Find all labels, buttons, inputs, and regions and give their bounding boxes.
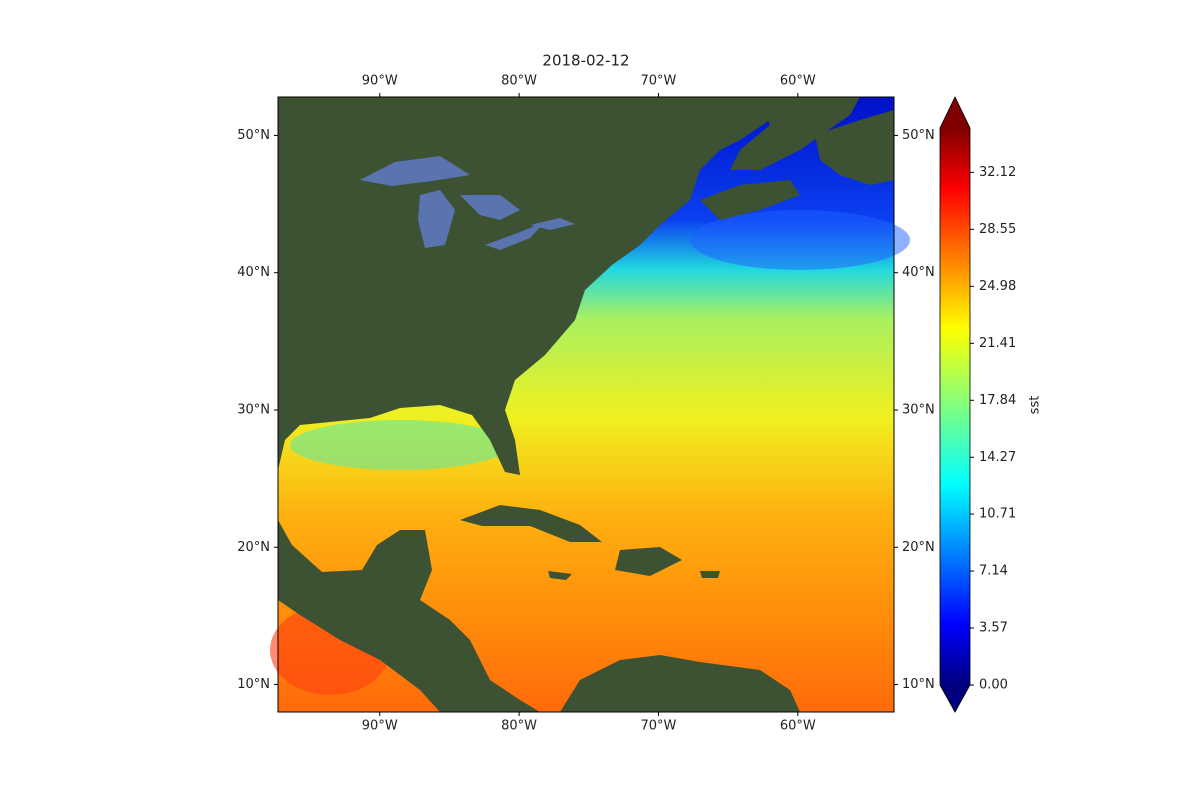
y-tick-label: 10°N: [237, 677, 270, 692]
x-tick-label: 60°W: [780, 719, 816, 734]
x-tick-label: 70°W: [641, 719, 677, 734]
x-tick-label: 70°W: [641, 74, 677, 89]
colorbar-tick-label: 7.14: [979, 564, 1008, 579]
lake: [460, 195, 520, 220]
colorbar-tick-label: 24.98: [979, 279, 1016, 294]
x-tick-label: 90°W: [362, 719, 398, 734]
x-tick-label: 80°W: [501, 719, 537, 734]
colorbar-label: sst: [1028, 396, 1043, 415]
colorbar-tick-label: 14.27: [979, 450, 1016, 465]
x-tick-label: 90°W: [362, 74, 398, 89]
colorbar-extend-min: [940, 685, 970, 712]
y-tick-label: 30°N: [902, 402, 935, 417]
lake: [530, 218, 575, 230]
land: [278, 97, 770, 475]
y-tick-label: 10°N: [902, 677, 935, 692]
lake: [485, 222, 545, 250]
x-tick-label: 60°W: [780, 74, 816, 89]
land: [560, 655, 800, 712]
lake: [360, 156, 470, 186]
map-frame: [277, 96, 895, 713]
cool-water: [290, 420, 510, 470]
y-tick-label: 20°N: [902, 540, 935, 555]
land: [700, 571, 720, 578]
land: [278, 520, 540, 712]
land: [730, 97, 860, 170]
colorbar-tick-label: 28.55: [979, 222, 1016, 237]
colorbar-scale: [940, 128, 970, 685]
colorbar-tick-label: 32.12: [979, 165, 1016, 180]
chart-title: 2018-02-12: [542, 52, 629, 70]
land: [615, 547, 682, 576]
y-tick-label: 40°N: [237, 265, 270, 280]
land: [815, 110, 894, 185]
y-tick-label: 30°N: [237, 402, 270, 417]
colorbar: sst: [939, 96, 1043, 713]
colorbar-tick-label: 0.00: [979, 678, 1008, 693]
colorbar-tick-label: 21.41: [979, 336, 1016, 351]
x-tick-label: 80°W: [501, 74, 537, 89]
y-tick-label: 40°N: [902, 265, 935, 280]
colorbar-tick-label: 17.84: [979, 393, 1016, 408]
cool-water: [690, 210, 910, 270]
land: [700, 180, 800, 220]
y-tick-label: 20°N: [237, 540, 270, 555]
land: [460, 505, 602, 542]
land: [548, 571, 572, 580]
lake: [418, 190, 455, 248]
colorbar-tick-label: 10.71: [979, 507, 1016, 522]
y-tick-label: 50°N: [237, 128, 270, 143]
map: [270, 96, 910, 713]
colorbar-extend-max: [940, 97, 970, 128]
colorbar-tick-label: 3.57: [979, 621, 1008, 636]
y-tick-label: 50°N: [902, 128, 935, 143]
